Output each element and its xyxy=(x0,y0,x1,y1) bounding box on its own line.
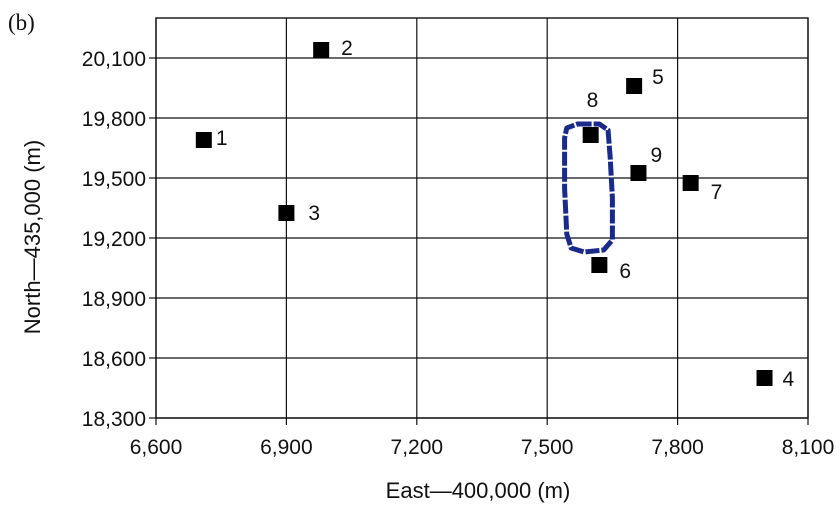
y-axis-title: North—435,000 (m) xyxy=(20,140,45,334)
y-axis: 18,300 18,600 18,900 19,200 19,500 19,800 20,1… xyxy=(82,48,156,431)
point-label-4: 4 xyxy=(783,368,795,391)
x-axis-title: East—400,000 (m) xyxy=(386,478,571,503)
panel-label: (b) xyxy=(8,10,35,35)
point-label-2: 2 xyxy=(341,37,353,60)
point-label-1: 1 xyxy=(216,127,228,150)
point-marker-5 xyxy=(626,78,643,94)
y-tick-label: 18,900 xyxy=(82,288,146,311)
x-tick-label: 8,100 xyxy=(782,436,835,459)
point-marker-7 xyxy=(682,175,699,191)
point-label-3: 3 xyxy=(308,202,320,225)
point-marker-9 xyxy=(630,165,647,181)
y-tick-label: 20,100 xyxy=(82,48,146,71)
data-points: 1 2 3 4 5 6 7 8 9 xyxy=(195,37,795,391)
point-label-5: 5 xyxy=(652,66,664,89)
x-axis: 6,600 6,900 7,200 7,500 7,800 8,100 xyxy=(130,418,835,459)
y-tick-label: 18,300 xyxy=(82,408,146,431)
point-label-6: 6 xyxy=(619,260,631,283)
point-marker-6 xyxy=(591,257,608,273)
point-label-8: 8 xyxy=(587,89,599,112)
point-marker-8 xyxy=(582,127,599,143)
y-tick-label: 19,200 xyxy=(82,228,146,251)
x-tick-label: 7,200 xyxy=(391,436,444,459)
point-label-7: 7 xyxy=(711,181,723,204)
plot-frame xyxy=(155,17,809,419)
point-marker-4 xyxy=(756,370,773,386)
y-tick-label: 18,600 xyxy=(82,348,146,371)
grid xyxy=(155,18,809,419)
x-tick-label: 6,600 xyxy=(130,436,183,459)
point-marker-2 xyxy=(313,42,330,58)
point-marker-1 xyxy=(195,132,212,148)
point-label-9: 9 xyxy=(650,144,662,167)
point-marker-3 xyxy=(278,205,295,221)
y-tick-label: 19,500 xyxy=(82,168,146,191)
x-tick-label: 7,500 xyxy=(521,436,574,459)
y-tick-label: 19,800 xyxy=(82,108,146,131)
survey-loop xyxy=(562,121,615,255)
x-tick-label: 7,800 xyxy=(651,436,704,459)
x-tick-label: 6,900 xyxy=(260,436,313,459)
